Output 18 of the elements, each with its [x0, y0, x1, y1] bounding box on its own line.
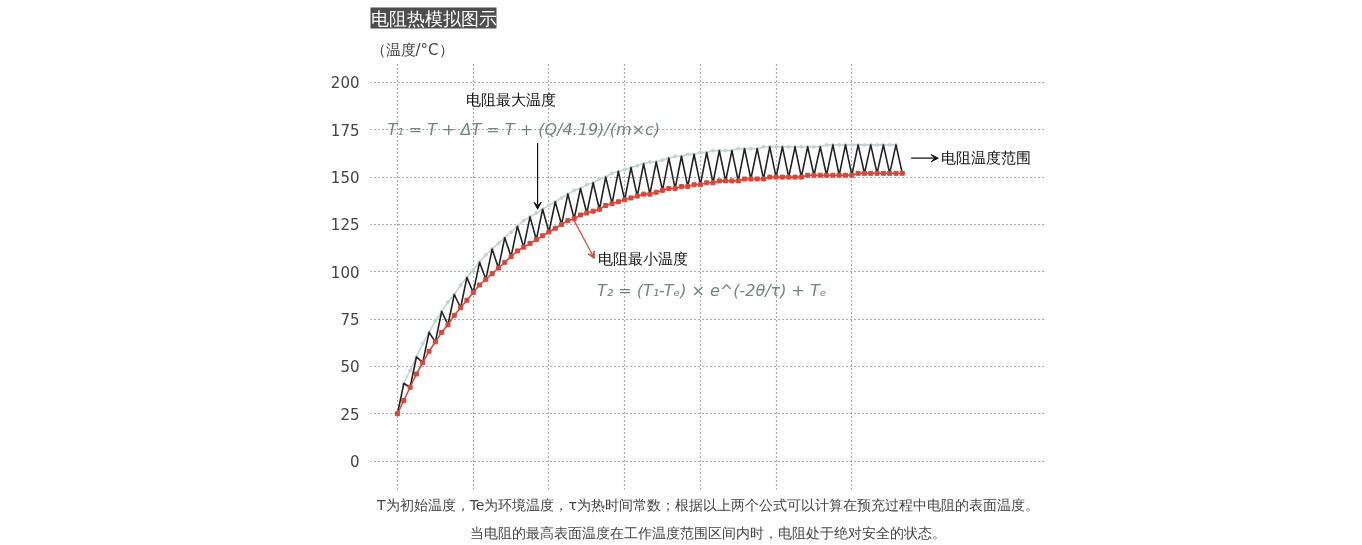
y-axis-title: （温度/°C）	[370, 40, 454, 59]
y-tick-label: 50	[340, 358, 360, 377]
y-tick-label: 150	[330, 169, 360, 188]
y-tick-label: 200	[330, 74, 360, 93]
annotation: T₂ = (T₁-Tₑ) × e^(-2θ/τ) + Tₑ	[596, 281, 827, 301]
annotation: 电阻最小温度	[598, 249, 689, 268]
y-tick-label: 75	[340, 311, 360, 330]
y-tick-label: 100	[330, 263, 360, 282]
chart-title: 电阻热模拟图示	[370, 7, 497, 29]
annotation: T₁ = T + ΔT = T + (Q/4.19)/(m×c)	[387, 120, 660, 140]
text: 电阻温度范围	[941, 148, 1032, 167]
text: T为初始温度，Te为环境温度，τ为热时间常数；根据以上两个公式可以计算在预充过程中电阻的表面温度。	[376, 496, 1039, 513]
y-tick-label: 125	[330, 216, 360, 235]
y-tick-label: 175	[330, 121, 360, 140]
y-tick-label: 0	[349, 453, 360, 472]
annotation: 电阻最大温度	[466, 90, 557, 109]
y-tick-label: 25	[340, 405, 360, 424]
text: 当电阻的最高表面温度在工作温度范围区间内时，电阻处于绝对安全的状态。	[470, 524, 946, 541]
